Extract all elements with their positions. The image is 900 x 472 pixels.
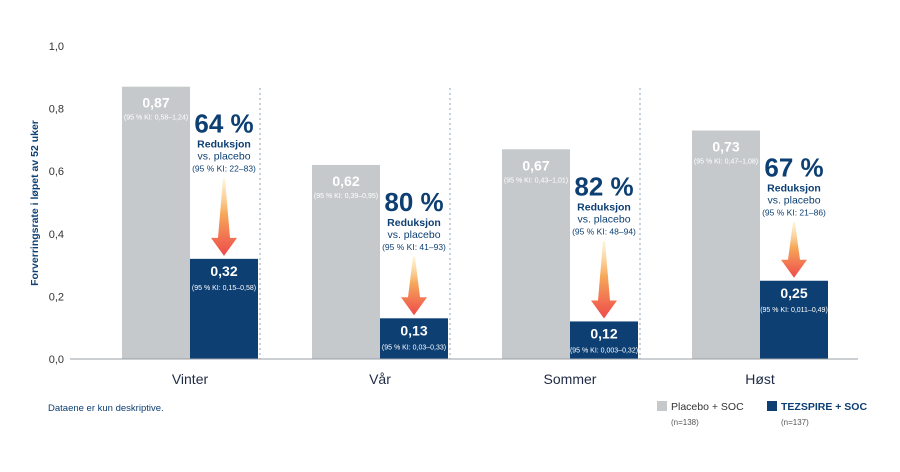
reduction-label: Reduksjon <box>577 201 631 213</box>
legend-n-tezspire: (n=137) <box>781 418 809 427</box>
bar-tezspire <box>760 280 828 359</box>
bar-ci-label-tezspire: (95 % KI: 0,003–0,32) <box>570 347 638 354</box>
y-tick-label: 0,6 <box>49 166 64 178</box>
reduction-ci: (95 % KI: 21–86) <box>762 208 826 218</box>
reduction-arrows <box>211 178 807 319</box>
bar-tezspire <box>570 321 638 359</box>
reduction-vs-placebo: vs. placebo <box>767 195 820 207</box>
legend: Placebo + SOC (n=138) TEZSPIRE + SOC (n=… <box>657 401 867 427</box>
bar-placebo <box>502 149 570 359</box>
bar-value-label-placebo: 0,87 <box>142 95 169 111</box>
y-tick-label: 0,4 <box>49 229 64 241</box>
x-tick-label: Sommer <box>544 371 597 387</box>
reduction-percent: 64 % <box>194 109 253 139</box>
x-tick-label: Høst <box>745 371 775 387</box>
y-axis-label: Forverringsrate i løpet av 52 uker <box>29 120 41 286</box>
x-tick-label: Vår <box>369 371 391 387</box>
bar-ci-label-placebo: (95 % KI: 0,39–0,95) <box>314 193 378 200</box>
bar-tezspire <box>380 318 448 359</box>
bar-ci-label-placebo: (95 % KI: 0,43–1,01) <box>504 177 568 184</box>
x-tick-label: Vinter <box>172 371 209 387</box>
y-axis: 0,0 0,2 0,4 0,6 0,8 1,0 <box>49 41 64 366</box>
down-arrow-icon <box>401 256 427 316</box>
reduction-label: Reduksjon <box>387 217 441 229</box>
reduction-ci: (95 % KI: 48–94) <box>572 226 636 236</box>
reduction-ci: (95 % KI: 41–93) <box>382 242 446 252</box>
x-axis: Vinter Vår Sommer Høst <box>172 371 775 387</box>
bar-value-label-placebo: 0,67 <box>522 157 549 173</box>
bar-placebo <box>122 86 190 359</box>
down-arrow-icon <box>211 178 237 256</box>
bar-placebo <box>692 130 760 359</box>
bar-value-label-placebo: 0,73 <box>712 139 739 155</box>
bar-tezspire <box>190 258 258 359</box>
reduction-vs-placebo: vs. placebo <box>387 229 440 241</box>
bar-ci-label-tezspire: (95 % KI: 0,03–0,33) <box>382 344 446 351</box>
legend-label-tezspire: TEZSPIRE + SOC <box>781 401 867 413</box>
reduction-label: Reduksjon <box>767 183 821 195</box>
bar-ci-label-tezspire: (95 % KI: 0,011–0,49) <box>760 307 828 314</box>
reduction-percent: 67 % <box>764 153 823 183</box>
legend-swatch-placebo <box>657 401 667 411</box>
down-arrow-icon <box>591 241 617 319</box>
bar-placebo <box>312 164 380 359</box>
reduction-ci: (95 % KI: 22–83) <box>192 164 256 174</box>
y-tick-label: 0,8 <box>49 104 64 116</box>
bar-value-label-tezspire: 0,12 <box>590 325 617 341</box>
category-separators <box>259 88 641 359</box>
footnote: Dataene er kun deskriptive. <box>48 403 164 414</box>
bar-value-label-tezspire: 0,32 <box>210 263 237 279</box>
bar-ci-label-placebo: (95 % KI: 0,58–1,24) <box>124 115 188 122</box>
legend-label-placebo: Placebo + SOC <box>671 401 744 413</box>
y-tick-label: 0,2 <box>49 291 64 303</box>
bar-ci-label-placebo: (95 % KI: 0,47–1,08) <box>694 159 758 166</box>
bar-value-label-placebo: 0,62 <box>332 173 359 189</box>
legend-swatch-tezspire <box>767 401 777 411</box>
reduction-percent: 82 % <box>574 171 633 201</box>
reduction-percent: 80 % <box>384 187 443 217</box>
y-tick-label: 0,0 <box>49 354 64 366</box>
reduction-vs-placebo: vs. placebo <box>197 151 250 163</box>
bar-value-label-tezspire: 0,25 <box>780 285 807 301</box>
bar-ci-label-tezspire: (95 % KI: 0,15–0,58) <box>192 285 256 292</box>
reduction-vs-placebo: vs. placebo <box>577 213 630 225</box>
bar-value-label-tezspire: 0,13 <box>400 322 427 338</box>
y-tick-label: 1,0 <box>49 41 64 53</box>
legend-n-placebo: (n=138) <box>671 418 699 427</box>
bars: 0,87 (95 % KI: 0,58–1,24) 0,32 (95 % KI: 0,… <box>122 86 828 359</box>
down-arrow-icon <box>781 222 807 278</box>
reduction-label: Reduksjon <box>197 139 251 151</box>
